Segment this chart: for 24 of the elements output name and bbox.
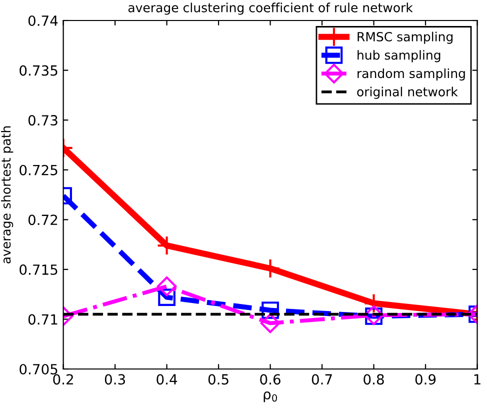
- y-axis-title: average shortest path: [1, 126, 14, 264]
- x-axis-title: ρ$_{0}$: [264, 391, 277, 402]
- x-tick-label: 0.5: [208, 374, 228, 385]
- legend-label: hub sampling: [358, 50, 440, 62]
- legend-label: original network: [357, 86, 458, 99]
- x-tick-label: 1: [474, 374, 480, 384]
- legend-label: RMSC sampling: [358, 32, 453, 44]
- x-tick-label: 0.4: [156, 374, 178, 385]
- x-tick-label: 0.7: [312, 374, 332, 385]
- legend-label: random sampling: [358, 68, 465, 81]
- y-tick-label: 0.74: [28, 15, 58, 26]
- y-tick-label: 0.735: [20, 65, 58, 76]
- x-tick-label: 0.9: [415, 374, 436, 385]
- x-tick-label: 0.3: [104, 374, 125, 385]
- y-tick-label: 0.715: [20, 264, 58, 275]
- y-tick-label: 0.705: [20, 364, 58, 374]
- x-tick-label: 0.8: [364, 374, 384, 385]
- y-tick-label: 0.725: [20, 164, 58, 176]
- y-tick-label: 0.71: [28, 314, 58, 325]
- chart-title: average clustering coefficient of rule network: [128, 2, 413, 15]
- y-tick-label: 0.72: [28, 214, 58, 226]
- x-tick-label: 0.6: [260, 374, 280, 385]
- y-tick-label: 0.73: [28, 115, 58, 126]
- x-tick-label: 0.2: [53, 374, 73, 385]
